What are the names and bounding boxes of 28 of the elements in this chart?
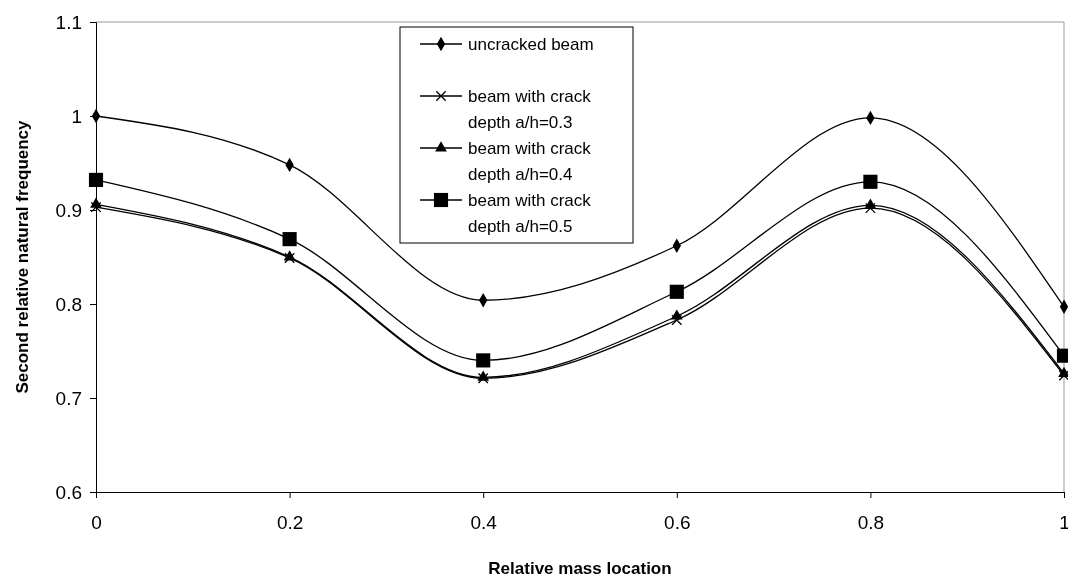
y-tick-label: 1.1: [55, 11, 82, 33]
x-tick-label: 0.6: [664, 512, 691, 534]
point: [864, 198, 877, 209]
point: [671, 314, 683, 326]
point: [863, 174, 878, 189]
legend-label: uncracked beam: [468, 35, 594, 54]
x-tick-label: 1: [1059, 512, 1068, 534]
y-tick-label: 0.7: [55, 387, 82, 409]
y-tick-label: 0.9: [55, 199, 82, 221]
x-tick-label: 0: [91, 512, 102, 534]
point: [476, 353, 491, 368]
point: [669, 284, 684, 299]
y-tick-label: 0.6: [55, 481, 82, 503]
point: [865, 202, 876, 214]
y-tick-label: 0.8: [55, 293, 82, 315]
y-axis-title: Second relative natural frequency: [13, 119, 32, 394]
point: [88, 172, 104, 187]
x-tick-label: 0.2: [276, 512, 304, 534]
point: [90, 201, 102, 213]
legend-label: beam with crack depth a/h=0.5: [468, 191, 592, 236]
y-tick-label: 1: [71, 105, 82, 127]
point: [670, 309, 683, 320]
x-tick-label: 0.4: [470, 512, 498, 534]
x-tick-label: 0.8: [857, 512, 885, 534]
point: [1058, 370, 1068, 381]
x-axis-title: Relative mass location: [488, 559, 672, 578]
point: [282, 232, 297, 247]
point: [90, 197, 102, 208]
